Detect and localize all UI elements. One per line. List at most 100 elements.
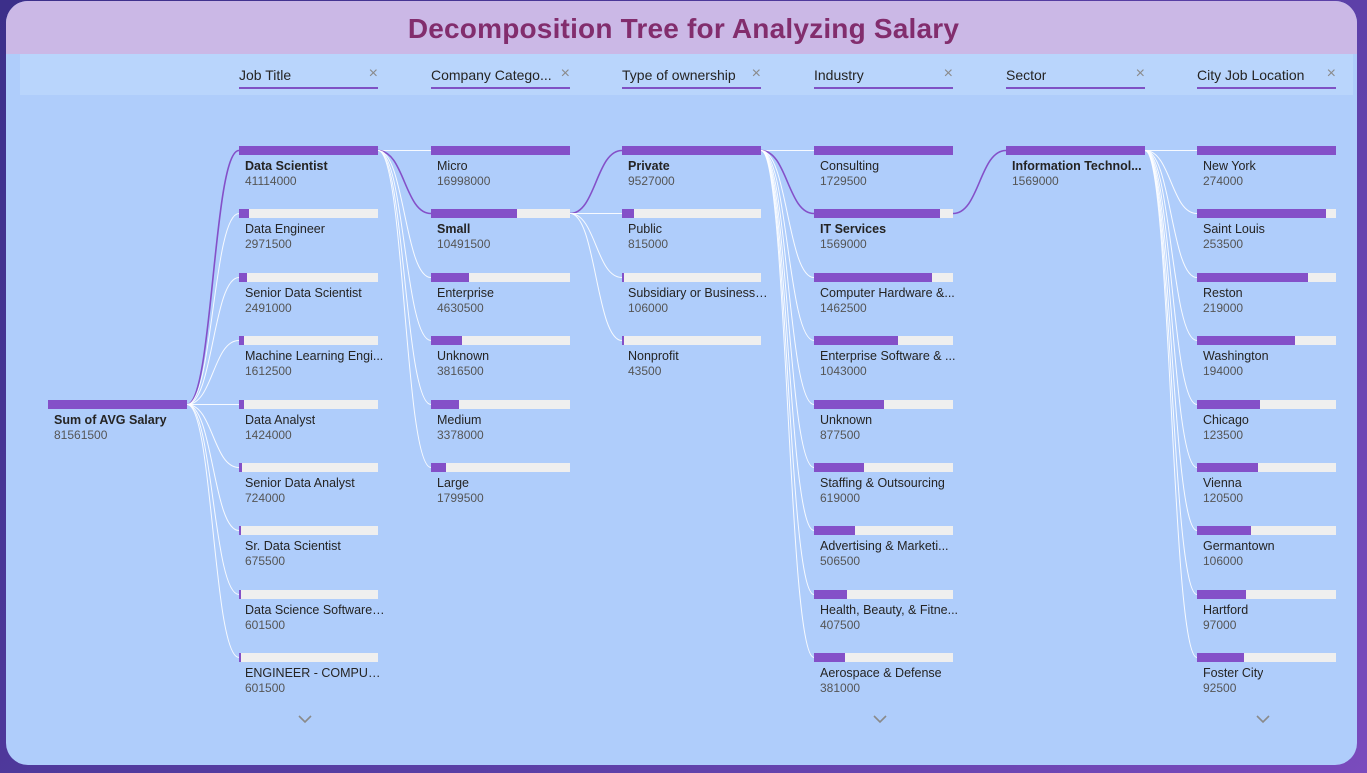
node-label: Washington [1203, 349, 1269, 363]
connector-line [760, 150, 815, 468]
tree-node[interactable]: Senior Data Scientist 2491000 [239, 273, 389, 329]
scroll-down-chevron-icon[interactable] [873, 712, 887, 726]
tree-node[interactable]: Data Science Software ... 601500 [239, 590, 389, 646]
node-bar-fill [814, 146, 953, 155]
node-label: Senior Data Analyst [245, 476, 355, 490]
node-value: 16998000 [437, 174, 491, 188]
tree-node[interactable]: New York 274000 [1197, 146, 1347, 202]
node-label: Sum of AVG Salary [54, 413, 167, 427]
remove-level-close-icon[interactable]: × [1326, 65, 1336, 82]
node-bar-track [1197, 400, 1336, 409]
connector-line [1144, 150, 1198, 214]
node-bar-fill [814, 400, 884, 409]
column-header-1: Job Title × [239, 65, 378, 89]
tree-node[interactable]: Enterprise 4630500 [431, 273, 581, 329]
node-bar-fill [1197, 590, 1246, 599]
tree-node[interactable]: Enterprise Software & ... 1043000 [814, 336, 964, 392]
node-label: Saint Louis [1203, 222, 1265, 236]
node-value: 3816500 [437, 364, 484, 378]
tree-node[interactable]: Micro 16998000 [431, 146, 581, 202]
connector-line [1144, 150, 1198, 595]
tree-node[interactable]: Sr. Data Scientist 675500 [239, 526, 389, 582]
node-label: New York [1203, 159, 1256, 173]
remove-level-close-icon[interactable]: × [560, 65, 570, 82]
node-bar-track [431, 463, 570, 472]
tree-node[interactable]: Unknown 3816500 [431, 336, 581, 392]
node-value: 2971500 [245, 237, 292, 251]
node-label: ENGINEER - COMPUTE... [245, 666, 385, 680]
node-bar-track [431, 146, 570, 155]
scroll-down-chevron-icon[interactable] [1256, 712, 1270, 726]
tree-node[interactable]: Foster City 92500 [1197, 653, 1347, 709]
tree-node[interactable]: Medium 3378000 [431, 400, 581, 456]
node-bar-track [239, 526, 378, 535]
column-header-5: Sector × [1006, 65, 1145, 89]
remove-level-close-icon[interactable]: × [943, 65, 953, 82]
tree-node[interactable]: Senior Data Analyst 724000 [239, 463, 389, 519]
tree-node[interactable]: Consulting 1729500 [814, 146, 964, 202]
node-bar-track [622, 146, 761, 155]
tree-node[interactable]: Subsidiary or Business ... 106000 [622, 273, 772, 329]
connector-line [186, 404, 240, 658]
tree-node[interactable]: ENGINEER - COMPUTE... 601500 [239, 653, 389, 709]
remove-level-close-icon[interactable]: × [368, 65, 378, 82]
tree-node[interactable]: Washington 194000 [1197, 336, 1347, 392]
tree-node[interactable]: Small 10491500 [431, 209, 581, 265]
node-bar-fill [431, 146, 570, 155]
connector-line [569, 213, 623, 341]
tree-node[interactable]: Public 815000 [622, 209, 772, 265]
tree-node[interactable]: Unknown 877500 [814, 400, 964, 456]
node-bar-track [1197, 526, 1336, 535]
remove-level-close-icon[interactable]: × [1135, 65, 1145, 82]
node-value: 1729500 [820, 174, 867, 188]
tree-node[interactable]: Data Scientist 41114000 [239, 146, 389, 202]
node-value: 194000 [1203, 364, 1244, 378]
node-bar-fill [1197, 273, 1308, 282]
node-bar-track [814, 400, 953, 409]
tree-node[interactable]: Hartford 97000 [1197, 590, 1347, 646]
node-label: Aerospace & Defense [820, 666, 942, 680]
tree-node[interactable]: IT Services 1569000 [814, 209, 964, 265]
tree-node[interactable]: Vienna 120500 [1197, 463, 1347, 519]
remove-level-close-icon[interactable]: × [751, 65, 761, 82]
node-bar-fill [431, 463, 446, 472]
node-bar-fill [814, 463, 864, 472]
node-bar-track [48, 400, 187, 409]
tree-node[interactable]: Computer Hardware &... 1462500 [814, 273, 964, 329]
connector-line [1144, 150, 1198, 531]
root-node[interactable]: Sum of AVG Salary 81561500 [48, 400, 198, 456]
tree-node[interactable]: Chicago 123500 [1197, 400, 1347, 456]
node-bar-fill [622, 146, 761, 155]
tree-node[interactable]: Data Engineer 2971500 [239, 209, 389, 265]
tree-node[interactable]: Advertising & Marketi... 506500 [814, 526, 964, 582]
tree-node[interactable]: Staffing & Outsourcing 619000 [814, 463, 964, 519]
node-bar-fill [48, 400, 187, 409]
scroll-down-chevron-icon[interactable] [298, 712, 312, 726]
tree-node[interactable]: Data Analyst 1424000 [239, 400, 389, 456]
tree-node[interactable]: Large 1799500 [431, 463, 581, 519]
tree-node[interactable]: Machine Learning Engi... 1612500 [239, 336, 389, 392]
node-bar-fill [239, 590, 241, 599]
tree-node[interactable]: Health, Beauty, & Fitne... 407500 [814, 590, 964, 646]
node-value: 601500 [245, 681, 286, 695]
connector-line [760, 150, 815, 658]
node-bar-fill [814, 273, 932, 282]
node-bar-track [622, 336, 761, 345]
node-bar-track [814, 209, 953, 218]
tree-node[interactable]: Information Technol... 1569000 [1006, 146, 1156, 202]
node-bar-fill [814, 590, 847, 599]
node-bar-track [622, 209, 761, 218]
connector-line [1144, 150, 1198, 278]
tree-node[interactable]: Aerospace & Defense 381000 [814, 653, 964, 709]
tree-node[interactable]: Nonprofit 43500 [622, 336, 772, 392]
node-value: 877500 [820, 428, 861, 442]
column-header-label: Job Title [239, 67, 292, 83]
tree-node[interactable]: Reston 219000 [1197, 273, 1347, 329]
node-bar-track [239, 209, 378, 218]
node-value: 1799500 [437, 491, 484, 505]
node-bar-fill [1197, 400, 1260, 409]
connector-line [569, 213, 623, 278]
tree-node[interactable]: Saint Louis 253500 [1197, 209, 1347, 265]
tree-node[interactable]: Private 9527000 [622, 146, 772, 202]
tree-node[interactable]: Germantown 106000 [1197, 526, 1347, 582]
